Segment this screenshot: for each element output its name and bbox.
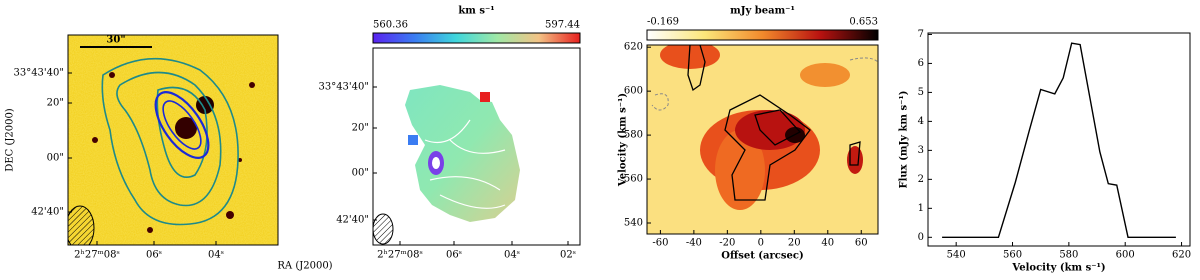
y-axis-label: Velocity (km s⁻¹)	[618, 93, 629, 187]
y-axis-label: DEC (J2000)	[5, 108, 16, 172]
colorbar	[372, 32, 581, 44]
y-tick-label: 20"	[47, 98, 64, 109]
y-tick-label: 560	[624, 174, 643, 185]
y-tick-label: 580	[624, 130, 643, 141]
frame	[927, 32, 1191, 247]
x-tick-label: -60	[652, 238, 668, 249]
y-tick-label: 42'40"	[31, 207, 64, 218]
x-tick-label: 600	[1116, 250, 1135, 261]
x-tick-label: 2ʰ27ᵐ08ˢ	[74, 250, 120, 261]
scale-bar-label: 30"	[106, 35, 125, 46]
spectrum-line	[942, 42, 1176, 239]
colorbar-max: 597.44	[545, 20, 580, 31]
velocity-field	[372, 85, 520, 245]
colorbar-min: -0.169	[647, 17, 679, 28]
y-tick-label: 3	[918, 145, 924, 156]
x-axis-label: RA (J2000)	[277, 261, 332, 272]
x-tick-label: -20	[719, 238, 735, 249]
y-tick-label: 6	[918, 58, 924, 69]
y-tick-label: 4	[918, 116, 924, 127]
frame	[646, 44, 879, 235]
x-tick-label: 06ˢ	[446, 250, 462, 261]
x-tick-label: 0	[758, 238, 764, 249]
x-axis-label: Offset (arcsec)	[721, 251, 803, 262]
x-axis-label: Velocity (km s⁻¹)	[1011, 263, 1105, 274]
pv-diagram	[647, 45, 878, 234]
x-tick-label: 04ˢ	[208, 250, 224, 261]
y-tick-label: 5	[918, 87, 924, 98]
x-tick-label: 560	[1003, 250, 1022, 261]
x-tick-label: 540	[947, 250, 966, 261]
y-tick-label: 7	[918, 29, 924, 40]
y-tick-label: 33°43'40"	[13, 68, 64, 79]
x-tick-label: 04ˢ	[504, 250, 520, 261]
y-tick-label: 20"	[352, 123, 369, 134]
x-tick-label: 620	[1172, 250, 1191, 261]
y-tick-label: 620	[624, 42, 643, 53]
optical-image	[68, 35, 278, 245]
x-tick-label: 06ˢ	[146, 250, 162, 261]
x-tick-label: 02ˢ	[560, 250, 576, 261]
frame	[372, 47, 581, 246]
colorbar-min: 560.36	[373, 20, 408, 31]
y-tick-label: 1	[918, 203, 924, 214]
x-tick-label: 20	[788, 238, 801, 249]
x-tick-label: -40	[686, 238, 702, 249]
y-tick-label: 00"	[352, 168, 369, 179]
x-tick-label: 40	[821, 238, 834, 249]
y-tick-label: 00"	[47, 153, 64, 164]
colorbar-label: km s⁻¹	[458, 6, 494, 17]
y-axis-label: Flux (mJy km s⁻¹)	[899, 91, 910, 189]
y-tick-label: 33°43'40"	[318, 82, 369, 93]
y-tick-label: 540	[624, 218, 643, 229]
x-tick-label: 60	[855, 238, 868, 249]
y-tick-label: 600	[624, 86, 643, 97]
x-tick-label: 2ʰ27ᵐ08ˢ	[377, 250, 423, 261]
frame	[67, 34, 279, 246]
y-tick-label: 42'40"	[336, 215, 369, 226]
y-tick-label: 2	[918, 174, 924, 185]
x-tick-label: 580	[1059, 250, 1078, 261]
y-tick-label: 0	[918, 232, 924, 243]
colorbar-label: mJy beam⁻¹	[730, 6, 795, 17]
colorbar	[646, 29, 879, 41]
colorbar-max: 0.653	[849, 17, 878, 28]
